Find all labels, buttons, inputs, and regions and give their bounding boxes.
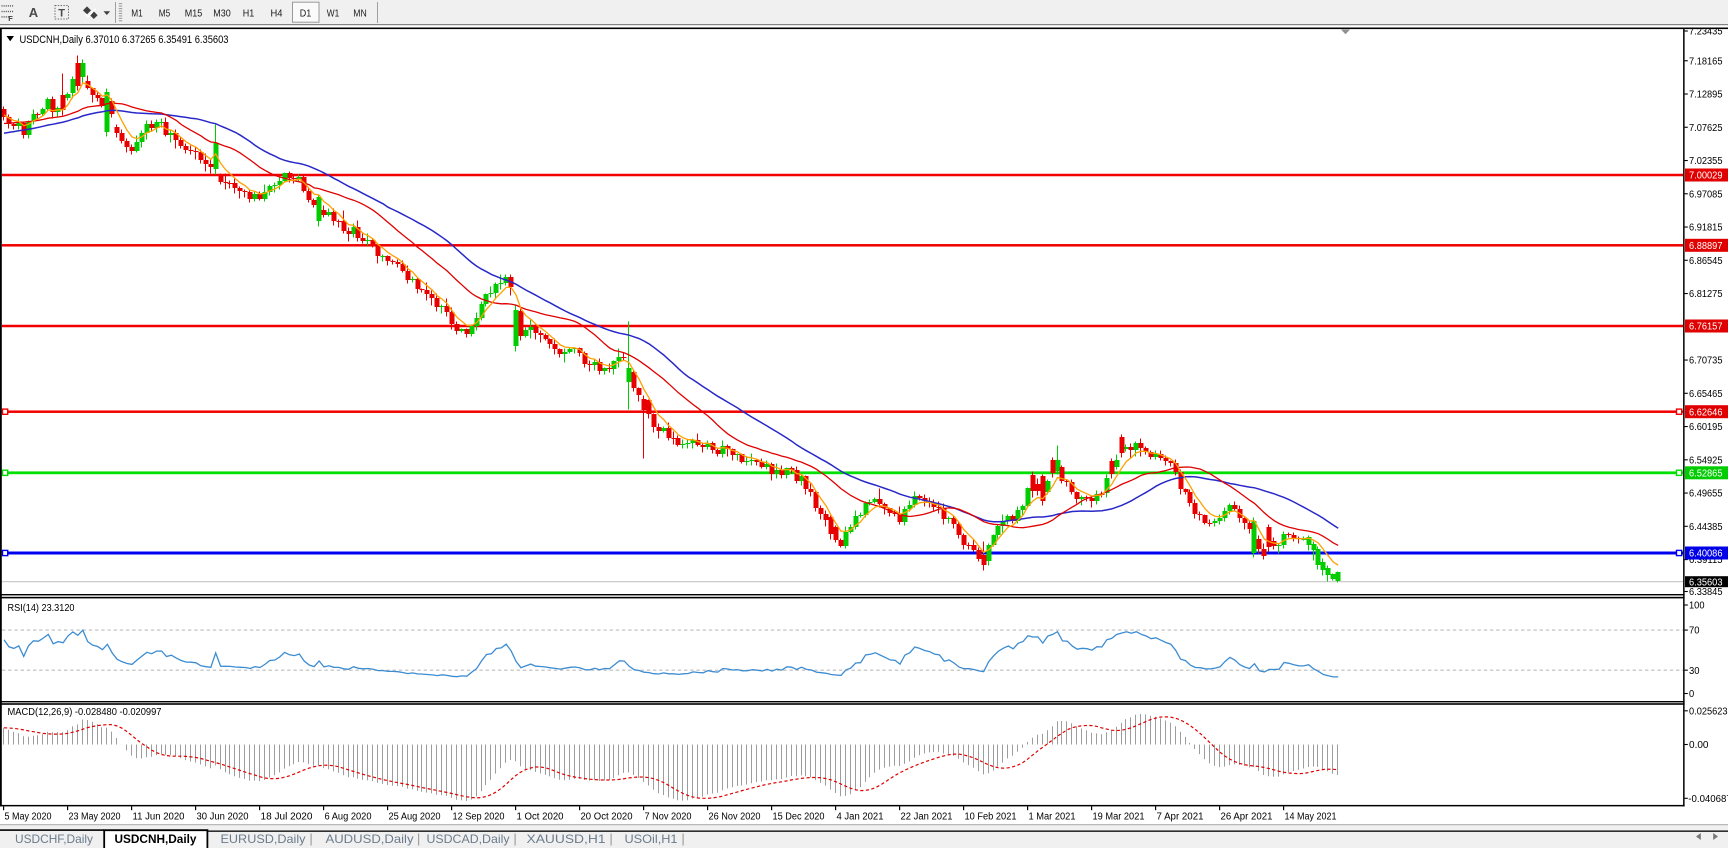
svg-text:26 Nov 2020: 26 Nov 2020 <box>709 811 761 822</box>
svg-text:6.76157: 6.76157 <box>1689 322 1723 333</box>
svg-text:23 May 2020: 23 May 2020 <box>69 811 121 822</box>
svg-text:10 Feb 2021: 10 Feb 2021 <box>965 811 1017 822</box>
svg-text:30: 30 <box>1689 666 1700 677</box>
svg-text:18 Jul 2020: 18 Jul 2020 <box>261 811 313 822</box>
svg-text:M15: M15 <box>185 7 203 19</box>
svg-text:70: 70 <box>1689 626 1700 637</box>
svg-text:6.81275: 6.81275 <box>1689 289 1723 300</box>
svg-text:15 Dec 2020: 15 Dec 2020 <box>773 811 825 822</box>
svg-text:6.52865: 6.52865 <box>1689 468 1723 479</box>
svg-text:30 Jun 2020: 30 Jun 2020 <box>197 811 249 822</box>
svg-text:USDCAD,Daily: USDCAD,Daily <box>427 832 510 846</box>
svg-text:11 Jun 2020: 11 Jun 2020 <box>133 811 185 822</box>
svg-text:6.60195: 6.60195 <box>1689 422 1723 433</box>
svg-text:M30: M30 <box>213 7 231 19</box>
svg-text:6.62646: 6.62646 <box>1689 407 1723 418</box>
svg-text:0.00: 0.00 <box>1689 740 1709 751</box>
svg-text:1 Oct 2020: 1 Oct 2020 <box>517 811 564 822</box>
svg-text:22 Jan 2021: 22 Jan 2021 <box>901 811 953 822</box>
svg-text:H4: H4 <box>271 7 283 19</box>
svg-text:USDCNH,Daily: USDCNH,Daily <box>115 832 197 846</box>
svg-text:USOil,H1: USOil,H1 <box>625 832 678 846</box>
svg-text:6.39115: 6.39115 <box>1689 555 1723 566</box>
svg-text:6.65465: 6.65465 <box>1689 389 1723 400</box>
svg-text:7.23435: 7.23435 <box>1689 27 1723 38</box>
svg-text:M5: M5 <box>159 7 171 19</box>
svg-text:7.02355: 7.02355 <box>1689 156 1723 167</box>
svg-text:19 Mar 2021: 19 Mar 2021 <box>1093 811 1145 822</box>
svg-text:6.33845: 6.33845 <box>1689 587 1723 598</box>
svg-text:20 Oct 2020: 20 Oct 2020 <box>581 811 633 822</box>
svg-text:12 Sep 2020: 12 Sep 2020 <box>453 811 505 822</box>
svg-text:M1: M1 <box>131 7 143 19</box>
svg-text:D1: D1 <box>300 7 312 19</box>
svg-text:25 Aug 2020: 25 Aug 2020 <box>389 811 441 822</box>
svg-text:14 May 2021: 14 May 2021 <box>1285 811 1337 822</box>
svg-text:6.49655: 6.49655 <box>1689 489 1723 500</box>
svg-text:7.18165: 7.18165 <box>1689 56 1723 67</box>
svg-text:6.40086: 6.40086 <box>1689 549 1723 560</box>
svg-text:100: 100 <box>1689 601 1705 612</box>
svg-text:7 Apr 2021: 7 Apr 2021 <box>1157 811 1204 822</box>
svg-text:7.07625: 7.07625 <box>1689 123 1723 134</box>
svg-text:USDCHF,Daily: USDCHF,Daily <box>15 832 93 846</box>
svg-text:F: F <box>8 14 13 23</box>
svg-text:7.00029: 7.00029 <box>1689 171 1723 182</box>
svg-text:A: A <box>29 5 39 20</box>
svg-text:EURUSD,Daily: EURUSD,Daily <box>221 832 306 846</box>
svg-text:0.025623: 0.025623 <box>1689 706 1728 717</box>
svg-text:RSI(14) 23.3120: RSI(14) 23.3120 <box>8 603 75 614</box>
svg-text:26 Apr 2021: 26 Apr 2021 <box>1221 811 1273 822</box>
svg-text:-0.040687: -0.040687 <box>1688 794 1728 805</box>
svg-text:5 May 2020: 5 May 2020 <box>5 811 52 822</box>
svg-text:6.70735: 6.70735 <box>1689 356 1723 367</box>
svg-text:USDCNH,Daily 6.37010 6.37265: USDCNH,Daily 6.37010 6.37265 6.35491 6.3… <box>20 34 229 46</box>
svg-text:1 Mar 2021: 1 Mar 2021 <box>1029 811 1076 822</box>
svg-text:6.88897: 6.88897 <box>1689 241 1723 252</box>
svg-text:6.54925: 6.54925 <box>1689 455 1723 466</box>
svg-text:6.86545: 6.86545 <box>1689 256 1723 267</box>
svg-text:XAUUSD,H1: XAUUSD,H1 <box>527 832 606 846</box>
svg-text:H1: H1 <box>243 7 255 19</box>
svg-text:6.91815: 6.91815 <box>1689 223 1723 234</box>
svg-text:T: T <box>58 8 65 20</box>
svg-text:AUDUSD,Daily: AUDUSD,Daily <box>326 832 414 846</box>
svg-text:MACD(12,26,9) -0.028480 -0.020: MACD(12,26,9) -0.028480 -0.020997 <box>8 707 162 718</box>
svg-text:7 Nov 2020: 7 Nov 2020 <box>645 811 692 822</box>
svg-text:MN: MN <box>353 7 367 19</box>
svg-text:W1: W1 <box>327 7 340 19</box>
svg-text:0: 0 <box>1689 689 1695 700</box>
svg-text:6 Aug 2020: 6 Aug 2020 <box>325 811 372 822</box>
svg-text:6.35603: 6.35603 <box>1689 577 1723 588</box>
svg-text:6.97085: 6.97085 <box>1689 189 1723 200</box>
svg-text:6.44385: 6.44385 <box>1689 522 1723 533</box>
svg-text:7.12895: 7.12895 <box>1689 90 1723 101</box>
svg-text:4 Jan 2021: 4 Jan 2021 <box>837 811 884 822</box>
